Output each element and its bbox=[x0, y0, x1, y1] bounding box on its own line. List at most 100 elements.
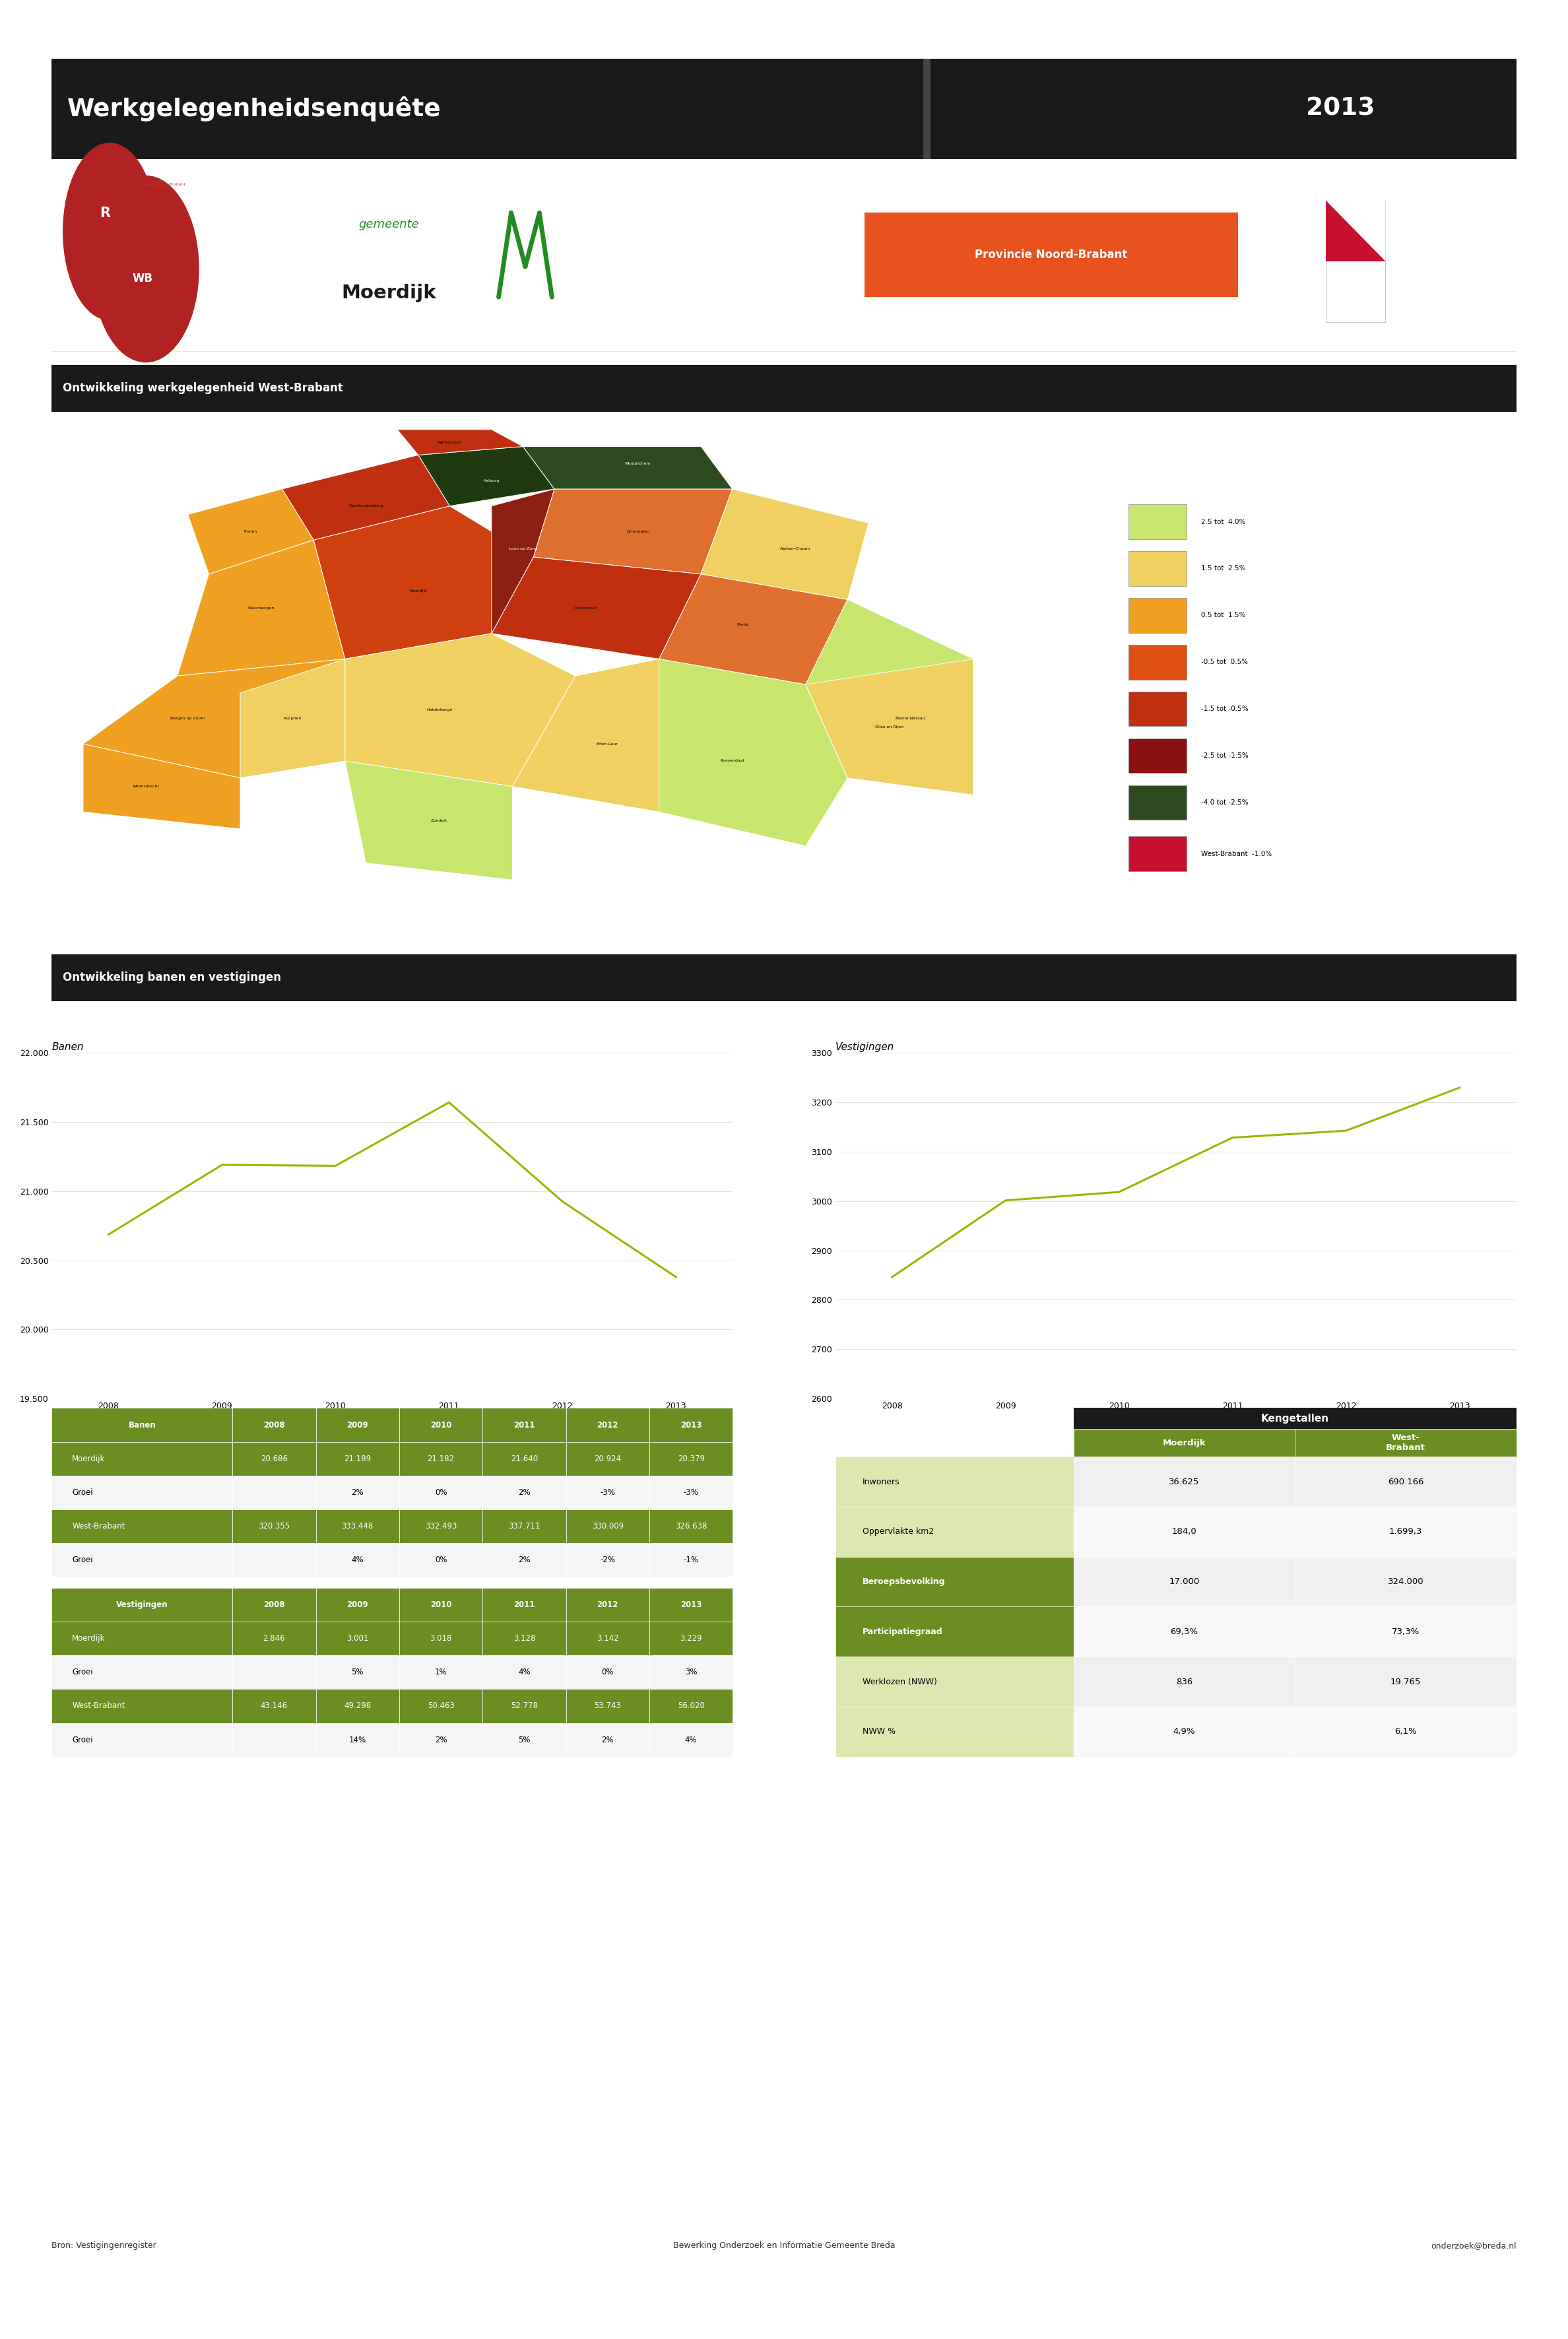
Bar bbox=[232, 1689, 315, 1724]
Bar bbox=[566, 1408, 649, 1441]
Bar bbox=[836, 1506, 1074, 1558]
Text: 49.298: 49.298 bbox=[343, 1703, 372, 1710]
Bar bbox=[1074, 1457, 1295, 1506]
Bar bbox=[232, 1656, 315, 1689]
Polygon shape bbox=[524, 447, 732, 489]
Polygon shape bbox=[83, 660, 345, 779]
Bar bbox=[649, 1544, 732, 1576]
Text: Loon op Zand: Loon op Zand bbox=[508, 547, 538, 550]
Text: 1.5 tot  2.5%: 1.5 tot 2.5% bbox=[1201, 566, 1247, 571]
Text: 21.189: 21.189 bbox=[343, 1455, 372, 1462]
Text: Groei: Groei bbox=[72, 1668, 93, 1677]
Text: 50.463: 50.463 bbox=[428, 1703, 455, 1710]
Bar bbox=[649, 1724, 732, 1757]
Text: Vestigingen: Vestigingen bbox=[836, 1041, 894, 1053]
Bar bbox=[232, 1588, 315, 1621]
Polygon shape bbox=[806, 599, 974, 795]
Bar bbox=[864, 213, 1239, 297]
Bar bbox=[400, 1441, 483, 1476]
Text: West-
Brabant: West- Brabant bbox=[1386, 1434, 1425, 1453]
Bar bbox=[232, 1408, 315, 1441]
Text: 2%: 2% bbox=[434, 1736, 447, 1745]
Ellipse shape bbox=[63, 143, 157, 320]
Text: Werkgelegenheidsenquête: Werkgelegenheidsenquête bbox=[67, 96, 442, 122]
Text: 19.765: 19.765 bbox=[1391, 1677, 1421, 1686]
Bar bbox=[566, 1656, 649, 1689]
Text: 836: 836 bbox=[1176, 1677, 1193, 1686]
Text: Moerdijk: Moerdijk bbox=[72, 1635, 105, 1642]
Bar bbox=[232, 1509, 315, 1544]
Bar bbox=[566, 1621, 649, 1656]
Bar bbox=[566, 1441, 649, 1476]
Polygon shape bbox=[240, 660, 345, 779]
Polygon shape bbox=[345, 760, 513, 879]
Text: 2010: 2010 bbox=[430, 1600, 452, 1609]
Text: 2%: 2% bbox=[602, 1736, 613, 1745]
Text: 2008: 2008 bbox=[263, 1600, 285, 1609]
Bar bbox=[649, 1689, 732, 1724]
Text: Oppervlakte km2: Oppervlakte km2 bbox=[862, 1527, 935, 1537]
Text: 326.638: 326.638 bbox=[676, 1523, 707, 1530]
Text: Banen: Banen bbox=[129, 1420, 155, 1429]
Bar bbox=[1127, 786, 1187, 821]
Text: Woudrichem: Woudrichem bbox=[626, 461, 651, 465]
Bar bbox=[649, 1656, 732, 1689]
Text: 2011: 2011 bbox=[514, 1420, 535, 1429]
Text: 3.018: 3.018 bbox=[430, 1635, 452, 1642]
Bar bbox=[483, 1509, 566, 1544]
Text: Vestigingen: Vestigingen bbox=[116, 1600, 168, 1609]
Bar bbox=[315, 1544, 400, 1576]
Text: 0%: 0% bbox=[434, 1488, 447, 1497]
Bar bbox=[1074, 1707, 1295, 1757]
Bar bbox=[400, 1689, 483, 1724]
Text: Beroepsbevolking: Beroepsbevolking bbox=[862, 1576, 946, 1586]
Text: 690.166: 690.166 bbox=[1388, 1478, 1424, 1485]
Text: 3.229: 3.229 bbox=[681, 1635, 702, 1642]
Bar bbox=[836, 1707, 1074, 1757]
Text: Baarle-Nassau: Baarle-Nassau bbox=[895, 716, 925, 720]
Text: NWW %: NWW % bbox=[862, 1726, 895, 1736]
Bar bbox=[52, 1509, 232, 1544]
Bar bbox=[315, 1689, 400, 1724]
Bar bbox=[1295, 1429, 1516, 1457]
Bar bbox=[315, 1476, 400, 1509]
Bar bbox=[566, 1544, 649, 1576]
Text: Groei: Groei bbox=[72, 1488, 93, 1497]
Text: Bewerking Onderzoek en Informatie Gemeente Breda: Bewerking Onderzoek en Informatie Gemeen… bbox=[673, 2241, 895, 2250]
Text: Werklozen (NWW): Werklozen (NWW) bbox=[862, 1677, 938, 1686]
Bar bbox=[483, 1408, 566, 1441]
Bar bbox=[1295, 1707, 1516, 1757]
Bar bbox=[232, 1621, 315, 1656]
Text: Steenbergen: Steenbergen bbox=[248, 606, 274, 610]
Bar bbox=[483, 1724, 566, 1757]
Text: 0%: 0% bbox=[602, 1668, 613, 1677]
Text: 3.001: 3.001 bbox=[347, 1635, 368, 1642]
Text: Ontwikkeling banen en vestigingen: Ontwikkeling banen en vestigingen bbox=[63, 971, 281, 985]
Text: 17.000: 17.000 bbox=[1170, 1576, 1200, 1586]
Text: Gilze en Rijen: Gilze en Rijen bbox=[875, 725, 903, 730]
Text: Oosterhout: Oosterhout bbox=[574, 606, 597, 610]
Text: Zundert: Zundert bbox=[431, 819, 447, 821]
Bar bbox=[1295, 1506, 1516, 1558]
Text: 320.355: 320.355 bbox=[259, 1523, 290, 1530]
Polygon shape bbox=[83, 744, 240, 828]
Bar bbox=[1327, 201, 1386, 262]
Bar bbox=[1127, 692, 1187, 727]
Bar bbox=[400, 1656, 483, 1689]
Bar bbox=[315, 1509, 400, 1544]
Text: 1.699,3: 1.699,3 bbox=[1389, 1527, 1422, 1537]
Text: -0.5 tot  0.5%: -0.5 tot 0.5% bbox=[1201, 660, 1248, 667]
Text: 5%: 5% bbox=[517, 1736, 530, 1745]
Bar bbox=[232, 1724, 315, 1757]
Text: 0.5 tot  1.5%: 0.5 tot 1.5% bbox=[1201, 613, 1247, 617]
Bar bbox=[566, 1689, 649, 1724]
Bar bbox=[1074, 1408, 1516, 1429]
Ellipse shape bbox=[93, 175, 199, 363]
Text: -4.0 tot -2.5%: -4.0 tot -2.5% bbox=[1201, 800, 1248, 807]
Polygon shape bbox=[345, 634, 575, 786]
Bar bbox=[649, 1476, 732, 1509]
Text: Etten-Leur: Etten-Leur bbox=[596, 741, 618, 746]
Text: 2012: 2012 bbox=[597, 1600, 618, 1609]
Polygon shape bbox=[701, 489, 869, 599]
Text: 2012: 2012 bbox=[597, 1420, 618, 1429]
